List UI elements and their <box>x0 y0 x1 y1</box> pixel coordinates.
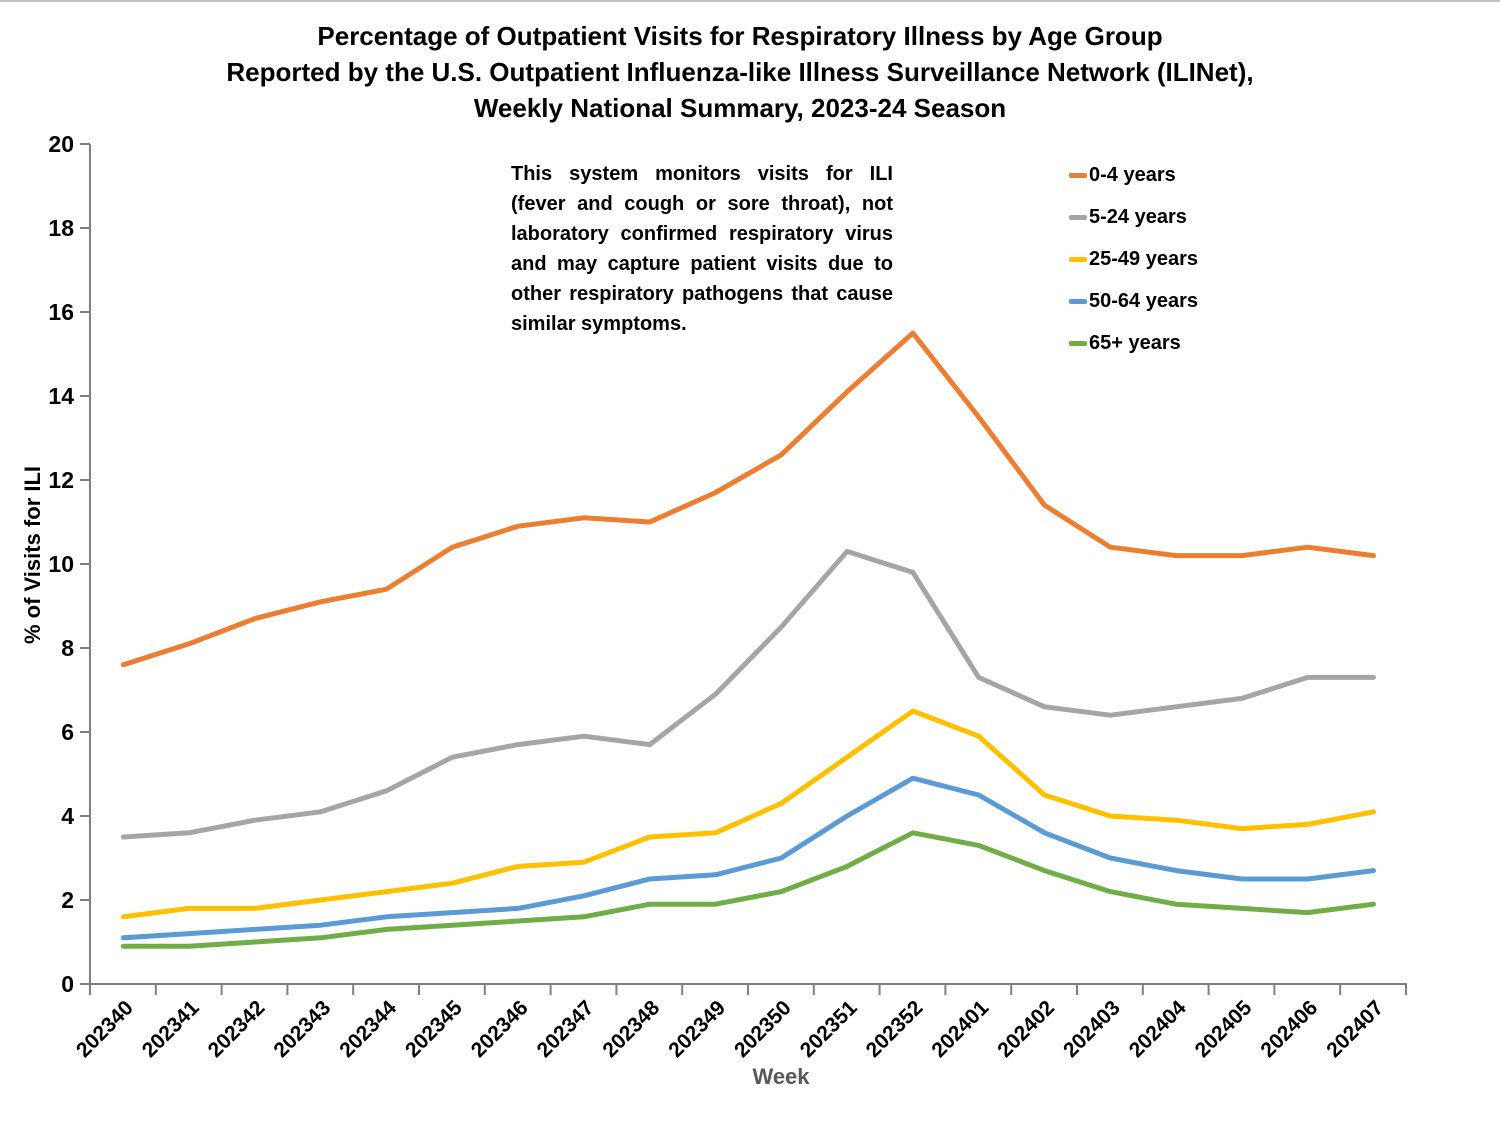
legend-swatch-0-4-years <box>1069 172 1087 178</box>
x-tick-label: 202346 <box>467 996 533 1062</box>
y-tick-label: 20 <box>48 131 74 157</box>
x-tick-label: 202345 <box>401 996 467 1062</box>
x-tick-label: 202351 <box>796 996 862 1062</box>
legend-label-65-years: 65+ years <box>1089 331 1181 354</box>
x-tick-label: 202405 <box>1191 996 1257 1062</box>
y-tick-label: 2 <box>61 887 74 913</box>
series-line-50-64-years <box>120 775 1376 941</box>
legend-swatch-65-years <box>1069 340 1087 346</box>
legend-swatch-50-64-years <box>1069 298 1087 304</box>
legend-label-50-64-years: 50-64 years <box>1089 289 1198 312</box>
series-line-25-49-years <box>120 708 1376 920</box>
legend-swatch-5-24-years <box>1069 214 1087 220</box>
x-tick-label: 202403 <box>1059 996 1125 1062</box>
legend-label-25-49-years: 25-49 years <box>1089 247 1198 270</box>
y-tick-label: 12 <box>48 467 74 493</box>
title-line-3: Weekly National Summary, 2023-24 Season <box>473 93 1007 123</box>
legend-label-0-4-years: 0-4 years <box>1089 163 1176 186</box>
x-tick-label: 202340 <box>72 996 138 1062</box>
legend-item-0-4-years: 0-4 years <box>1069 154 1198 196</box>
chart-annotation: This system monitors visits for ILI (fev… <box>511 163 893 335</box>
y-tick-label: 8 <box>61 635 74 661</box>
x-tick-label: 202404 <box>1125 996 1191 1062</box>
x-tick-label: 202347 <box>533 996 599 1062</box>
x-tick-label: 202344 <box>335 996 401 1062</box>
x-tick-label: 202407 <box>1322 996 1388 1062</box>
y-tick-label: 4 <box>61 803 74 829</box>
x-tick-label: 202348 <box>598 996 664 1062</box>
x-axis-title: Week <box>752 1064 810 1089</box>
legend-item-65-years: 65+ years <box>1069 322 1198 364</box>
y-tick-label: 14 <box>48 383 74 409</box>
x-tick-label: 202401 <box>927 996 993 1062</box>
page-title: Percentage of Outpatient Visits for Resp… <box>0 18 1480 126</box>
x-axis: 202340 202341 202342 202343 202344 202345 2023… <box>72 983 1407 1062</box>
x-tick-label: 202349 <box>664 996 730 1062</box>
y-tick-label: 18 <box>48 215 74 241</box>
series-line-0-4-years <box>120 330 1376 668</box>
x-tick-label: 202342 <box>204 996 270 1062</box>
legend-item-50-64-years: 50-64 years <box>1069 280 1198 322</box>
series-line-65-years <box>120 830 1376 949</box>
legend-item-5-24-years: 5-24 years <box>1069 196 1198 238</box>
x-tick-label: 202343 <box>269 996 335 1062</box>
legend-swatch-25-49-years <box>1069 256 1087 262</box>
title-line-1: Percentage of Outpatient Visits for Resp… <box>317 21 1163 51</box>
x-tick-label: 202352 <box>862 996 928 1062</box>
x-tick-label: 202350 <box>730 996 796 1062</box>
y-tick-label: 0 <box>61 971 74 997</box>
x-tick-label: 202406 <box>1256 996 1322 1062</box>
y-tick-label: 6 <box>61 719 74 745</box>
x-tick-label: 202341 <box>138 996 204 1062</box>
y-tick-label: 16 <box>48 299 74 325</box>
series-line-5-24-years <box>120 548 1376 840</box>
legend-label-5-24-years: 5-24 years <box>1089 205 1187 228</box>
y-axis-title: % of Visits for ILI <box>20 466 45 644</box>
series-lines <box>120 330 1376 949</box>
chart-legend: 0-4 years 5-24 years 25-49 years 50-64 year… <box>1069 154 1198 364</box>
y-axis: 0 2 4 6 8 10 12 14 16 18 20 <box>48 131 91 997</box>
title-line-2: Reported by the U.S. Outpatient Influenz… <box>226 57 1254 87</box>
x-tick-label: 202402 <box>993 996 1059 1062</box>
y-tick-label: 10 <box>48 551 74 577</box>
legend-item-25-49-years: 25-49 years <box>1069 238 1198 280</box>
